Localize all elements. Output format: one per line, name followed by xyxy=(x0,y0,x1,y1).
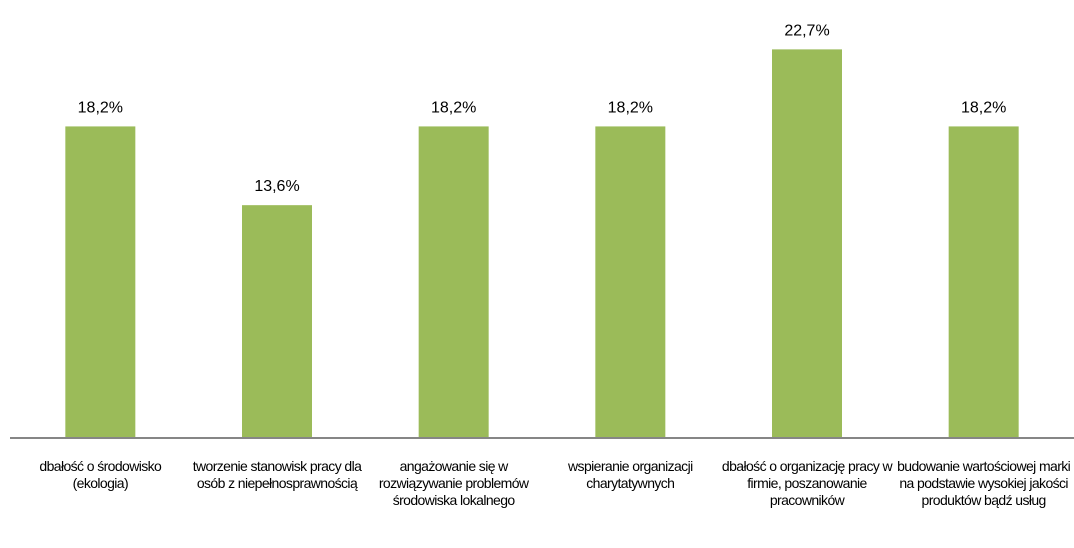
value-label: 18,2% xyxy=(431,99,476,116)
x-tick-label-box: dbałość o organizację pracy w firmie, po… xyxy=(721,458,893,508)
value-label: 22,7% xyxy=(784,22,829,39)
bar xyxy=(595,126,666,438)
bar xyxy=(418,126,489,438)
x-tick-label-box: wspieranie organizacji charytatywnych xyxy=(568,458,693,491)
x-tick-label: tworzenie stanowisk pracy dla osób z nie… xyxy=(192,458,362,491)
x-tick-label: wspieranie organizacji charytatywnych xyxy=(568,458,693,491)
bar xyxy=(772,49,842,438)
x-tick-label-box: angażowanie się w rozwiązywanie problemó… xyxy=(378,458,529,508)
value-label: 18,2% xyxy=(961,99,1006,116)
bar xyxy=(948,126,1019,438)
x-tick-label-box: tworzenie stanowisk pracy dla osób z nie… xyxy=(192,458,362,491)
value-label: 18,2% xyxy=(78,99,123,116)
x-tick-label: dbałość o organizację pracy w firmie, po… xyxy=(721,458,893,508)
x-tick-label-box: dbałość o środowisko (ekologia) xyxy=(39,458,162,491)
x-tick-label: budowanie wartościowej marki na podstawi… xyxy=(897,458,1071,508)
x-tick-label: dbałość o środowisko (ekologia) xyxy=(39,458,162,491)
x-tick-label: angażowanie się w rozwiązywanie problemó… xyxy=(378,458,529,508)
value-label: 18,2% xyxy=(608,99,653,116)
bar xyxy=(65,126,136,438)
value-label: 13,6% xyxy=(254,178,299,195)
bar xyxy=(242,205,312,438)
x-tick-label-box: budowanie wartościowej marki na podstawi… xyxy=(897,458,1071,508)
